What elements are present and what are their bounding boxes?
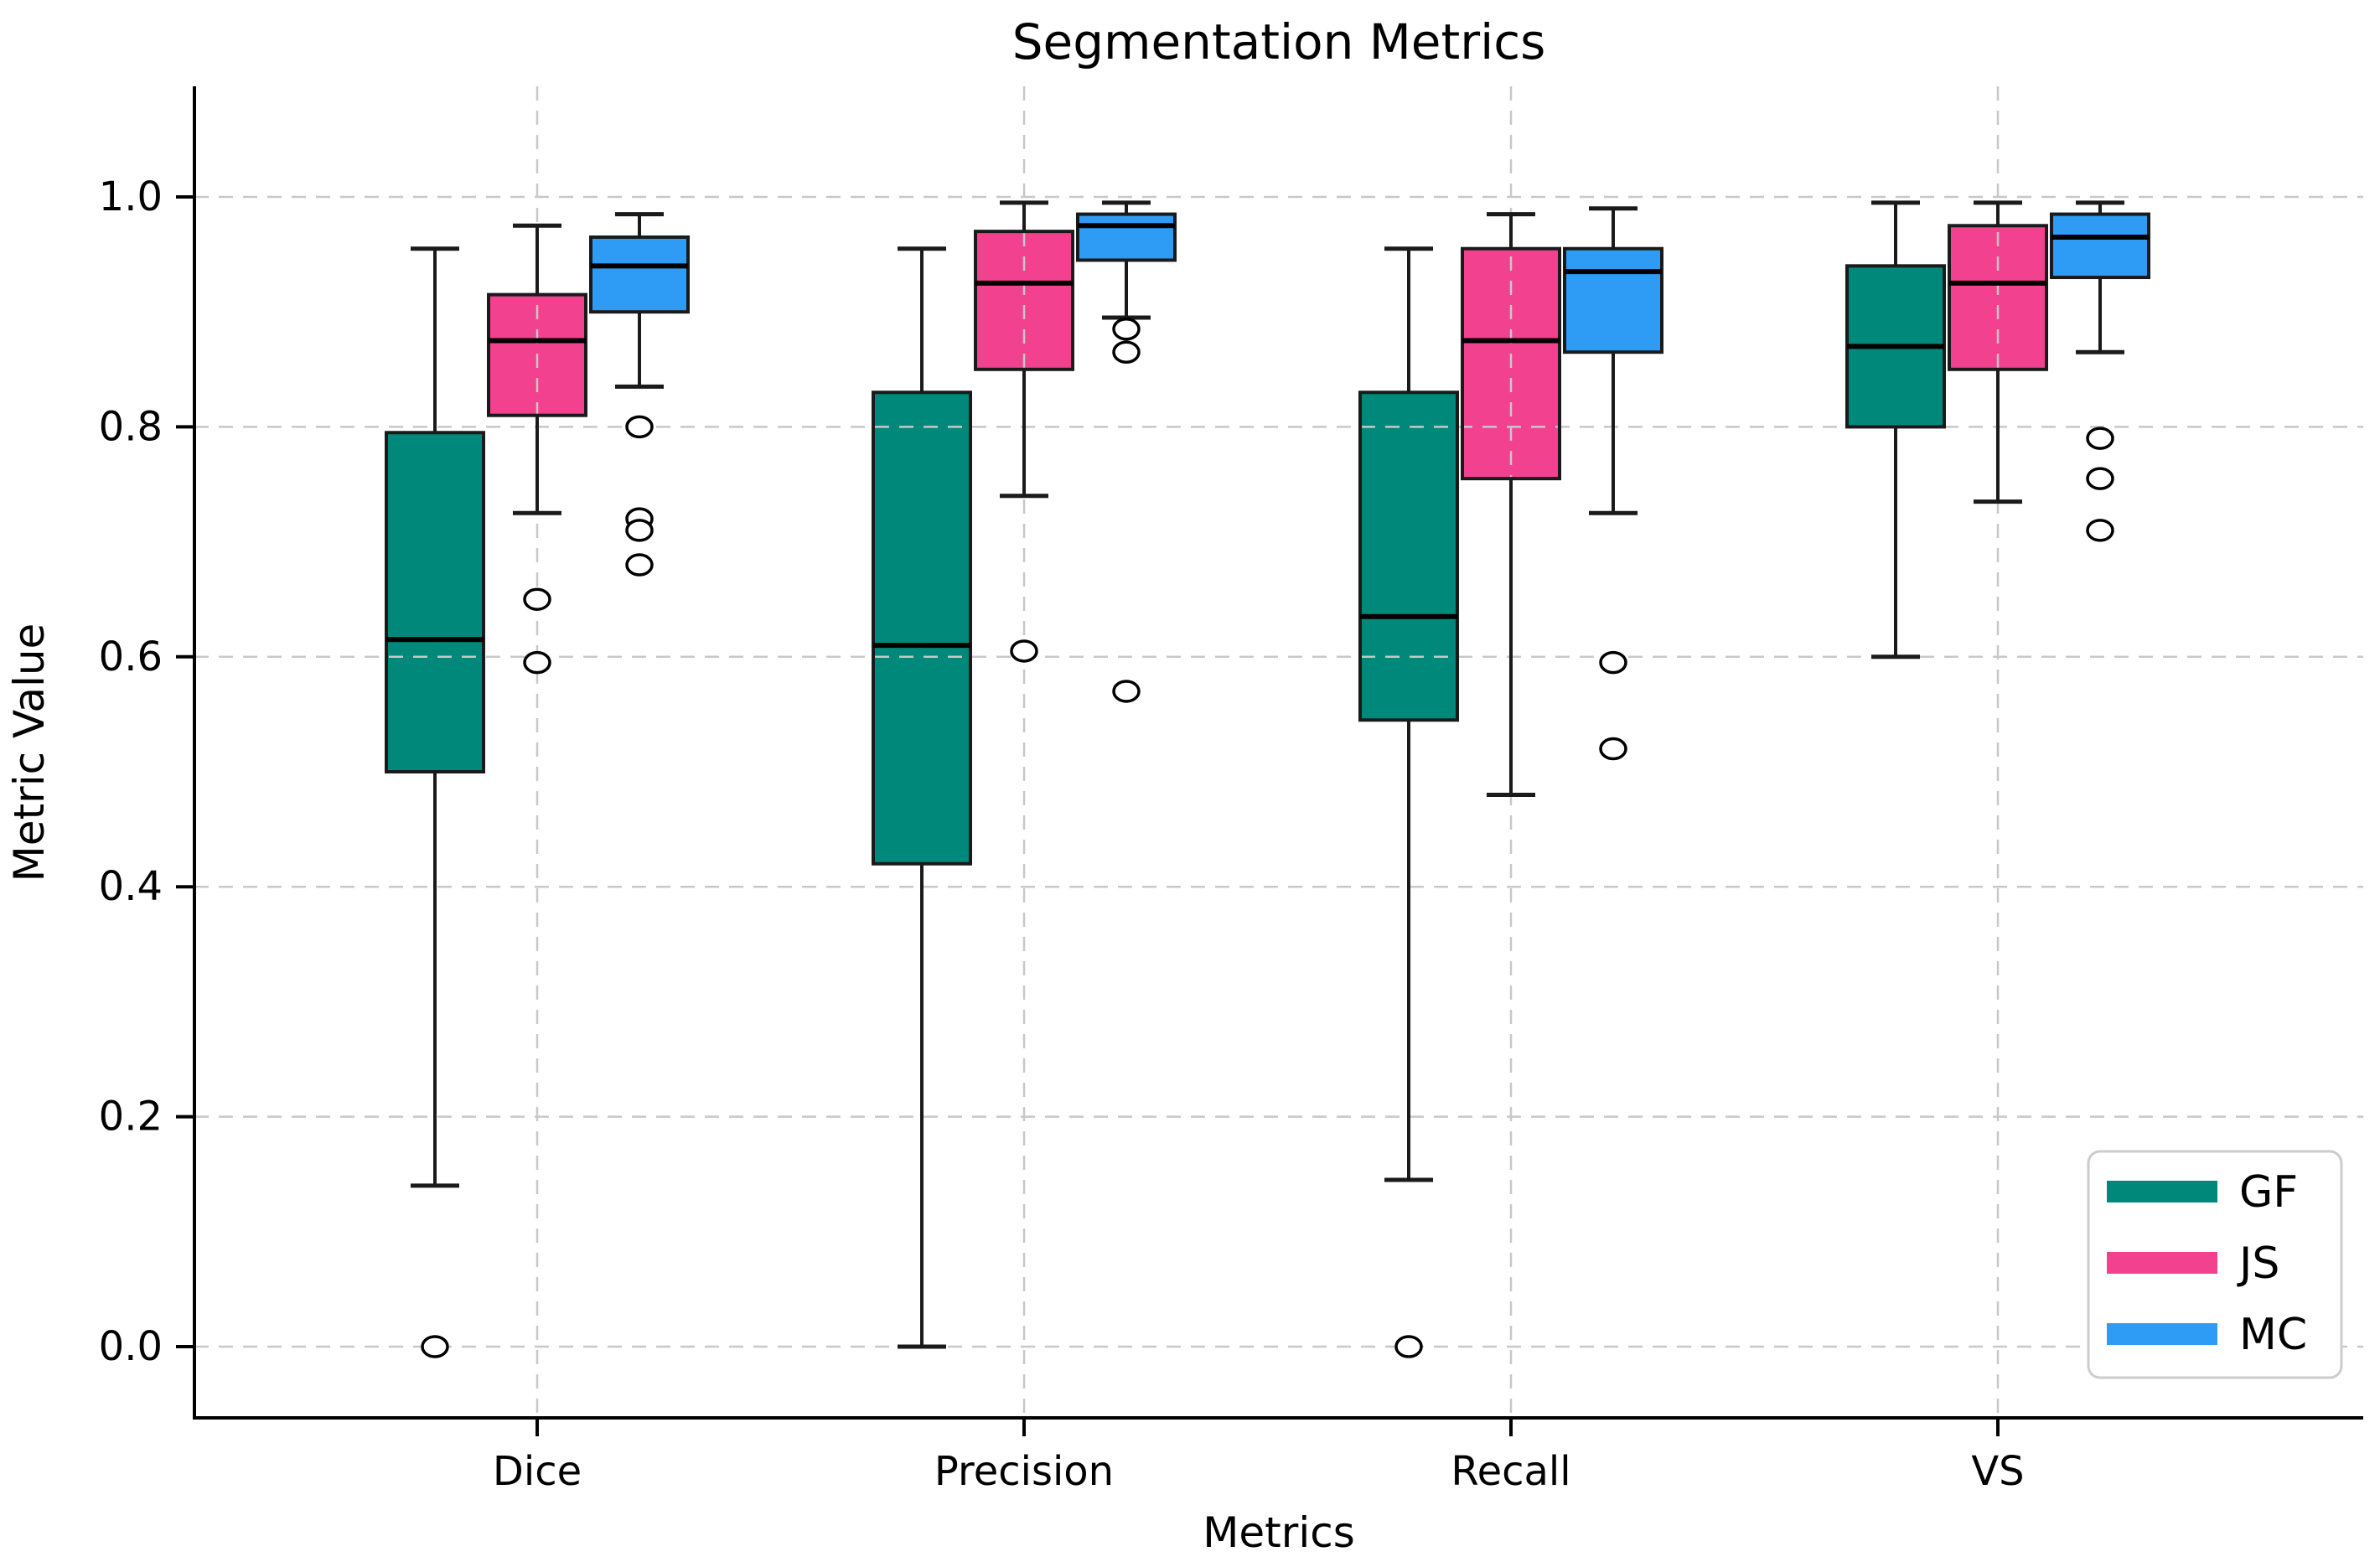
y-tick-label: 1.0 <box>99 173 163 220</box>
y-tick-label: 0.4 <box>99 863 163 910</box>
y-tick-label: 0.2 <box>99 1094 163 1140</box>
axes-layer <box>176 86 2363 1436</box>
x-tick-label-Dice: Dice <box>493 1448 582 1495</box>
box-strokes-layer <box>385 200 2150 1358</box>
outlier-point <box>1112 318 1141 341</box>
legend-swatch-MC <box>2107 1323 2217 1345</box>
outlier-point <box>1394 1335 1423 1358</box>
legend-label-MC: MC <box>2239 1310 2307 1360</box>
outlier-point <box>2086 427 2114 450</box>
outlier-point <box>1112 340 1141 364</box>
box-fill-JS-VS <box>1949 225 2046 370</box>
legend-swatch-JS <box>2107 1252 2217 1274</box>
box-outline-MC-Recall <box>1563 246 1663 354</box>
y-tick-label: 0.0 <box>99 1323 163 1370</box>
box-outline-JS-Precision <box>974 230 1074 371</box>
chart-title: Segmentation Metrics <box>1012 13 1546 70</box>
outlier-point <box>625 415 654 439</box>
x-tick-label-Precision: Precision <box>934 1448 1114 1495</box>
outlier-point <box>1010 639 1038 663</box>
box-fill-MC-Dice <box>591 237 688 313</box>
box-outline-MC-VS <box>2050 212 2150 280</box>
box-outline-GF-Dice <box>385 431 485 773</box>
legend: GF JS MC <box>2087 1150 2343 1379</box>
outlier-point <box>1599 650 1627 675</box>
outlier-point <box>523 587 551 611</box>
x-axis-label: Metrics <box>1203 1508 1355 1557</box>
outlier-point <box>2086 519 2114 542</box>
legend-label-GF: GF <box>2239 1167 2298 1218</box>
outlier-point <box>625 519 654 542</box>
box-outline-MC-Precision <box>1076 212 1177 262</box>
outlier-point <box>1599 737 1627 761</box>
box-fill-MC-Precision <box>1078 214 1175 261</box>
tick-labels-layer: 0.0 0.2 0.4 0.6 0.8 1.0 Dice Precision Recall VS <box>99 173 2025 1495</box>
box-outline-JS-Dice <box>487 292 587 417</box>
legend-label-JS: JS <box>2237 1239 2279 1289</box>
box-fill-GF-Recall <box>1360 392 1457 721</box>
outlier-point <box>1112 680 1141 703</box>
box-fill-GF-Dice <box>386 432 484 772</box>
outlier-point <box>2086 467 2114 490</box>
y-axis-label: Metric Value <box>5 623 54 882</box>
x-tick-label-VS: VS <box>1971 1448 2024 1495</box>
box-fill-MC-Recall <box>1565 248 1662 353</box>
box-fill-GF-Precision <box>873 392 970 864</box>
box-outline-MC-Dice <box>589 235 690 314</box>
box-fill-JS-Precision <box>975 231 1073 370</box>
box-fill-MC-VS <box>2051 214 2149 278</box>
outlier-point <box>421 1335 449 1358</box>
box-outline-GF-Precision <box>872 390 972 866</box>
y-tick-label: 0.6 <box>99 634 163 680</box>
x-tick-label-Recall: Recall <box>1451 1448 1570 1495</box>
box-outline-JS-VS <box>1948 224 2048 371</box>
outlier-point <box>523 650 551 675</box>
legend-swatch-GF <box>2107 1181 2217 1203</box>
box-outline-GF-Recall <box>1358 390 1459 722</box>
y-tick-label: 0.8 <box>99 403 163 450</box>
outlier-point <box>625 553 654 577</box>
box-outline-JS-Recall <box>1461 246 1561 481</box>
